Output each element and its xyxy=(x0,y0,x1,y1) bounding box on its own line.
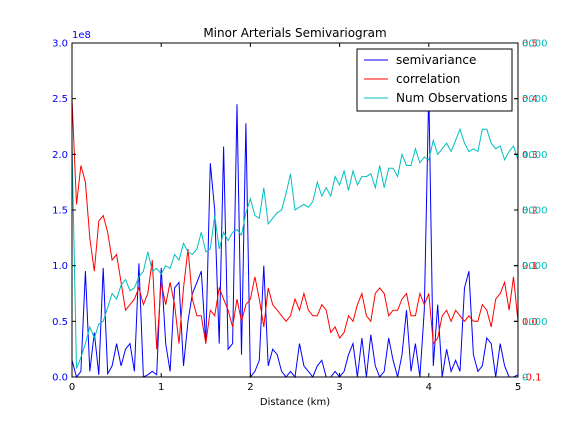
x-axis-label: Distance (km) xyxy=(260,397,330,408)
x-tick-label: 5 xyxy=(515,382,521,393)
left-tick-label: 3.0 xyxy=(52,39,68,50)
right-cyan-tick-label: 4000 xyxy=(522,150,547,161)
right-cyan-tick-label: 2000 xyxy=(522,261,547,272)
left-tick-label: 1.5 xyxy=(52,206,68,217)
x-tick-label: 2 xyxy=(247,382,253,393)
x-tick-label: 1 xyxy=(158,382,164,393)
right-red-tick-label: 0.1 xyxy=(522,261,538,272)
left-tick-label: 0.0 xyxy=(52,373,68,384)
x-tick-label: 4 xyxy=(426,382,432,393)
legend-label-semivariance: semivariance xyxy=(396,53,476,67)
series-line-num-observations xyxy=(71,127,519,369)
left-tick-label: 2.0 xyxy=(52,150,68,161)
right-red-tick-label: 0.4 xyxy=(522,94,538,105)
right-cyan-tick-label: 1000 xyxy=(522,317,547,328)
x-tick-label: 0 xyxy=(69,382,75,393)
left-tick-label: 2.5 xyxy=(52,94,68,105)
right-red-tick-label: 0.2 xyxy=(522,206,538,217)
left-tick-label: 1.0 xyxy=(52,261,68,272)
left-tick-label: 0.5 xyxy=(52,317,68,328)
ticks-layer: 0 1 2 3 4 5 0.0 0.5 1.0 1.5 2.0 2.5 3.0 -0.1 0.0 0.1 0.2… xyxy=(52,39,547,394)
left-offset-label: 1e8 xyxy=(72,30,91,41)
right-red-tick-label: 0.0 xyxy=(522,317,538,328)
legend-label-correlation: correlation xyxy=(396,72,460,86)
right-red-tick-label: -0.1 xyxy=(522,373,542,384)
right-cyan-tick-label: 6000 xyxy=(522,39,547,50)
x-tick-label: 3 xyxy=(336,382,342,393)
right-cyan-tick-label: 5000 xyxy=(522,94,547,105)
legend: semivariance correlation Num Observation… xyxy=(356,48,513,112)
right-cyan-tick-label: 0 xyxy=(522,373,528,384)
right-red-tick-label: 0.3 xyxy=(522,150,538,161)
chart-title: Minor Arterials Semivariogram xyxy=(203,26,386,40)
legend-box xyxy=(356,48,513,112)
right-cyan-tick-label: 3000 xyxy=(522,206,547,217)
legend-label-num-observations: Num Observations xyxy=(396,91,507,105)
series-line-correlation xyxy=(71,98,519,350)
right-red-tick-label: 0.5 xyxy=(522,39,538,50)
